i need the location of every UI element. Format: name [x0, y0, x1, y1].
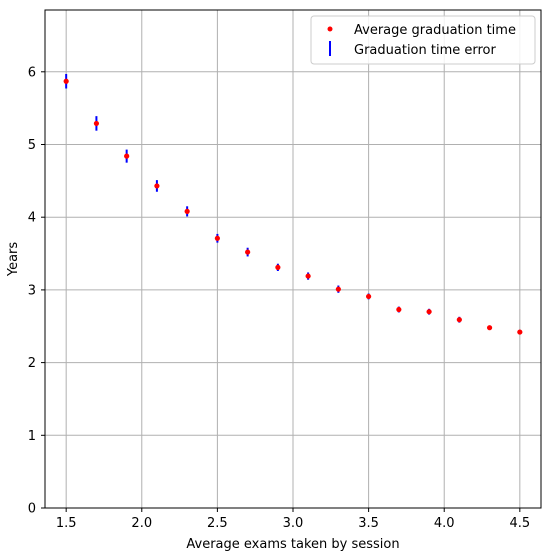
data-point [487, 325, 492, 330]
x-tick-label: 2.0 [131, 516, 152, 531]
x-tick-label: 3.0 [283, 516, 304, 531]
data-point [366, 294, 371, 299]
y-tick-label: 1 [28, 429, 36, 444]
data-point [517, 329, 522, 334]
data-point [336, 287, 341, 292]
data-point [185, 209, 190, 214]
data-point [154, 183, 159, 188]
y-tick-label: 0 [28, 502, 36, 517]
y-tick-label: 5 [28, 138, 36, 153]
data-point [275, 265, 280, 270]
data-point [245, 249, 250, 254]
legend-label-error: Graduation time error [354, 43, 497, 58]
data-point [457, 317, 462, 322]
legend-point-marker [328, 27, 333, 32]
data-point [124, 154, 129, 159]
x-tick-label: 3.5 [358, 516, 379, 531]
data-point [94, 121, 99, 126]
data-point [396, 307, 401, 312]
x-axis-title: Average exams taken by session [186, 537, 399, 552]
legend: Average graduation time Graduation time … [311, 16, 535, 64]
data-point [306, 273, 311, 278]
y-axis-title: Years [6, 242, 21, 278]
data-point [64, 79, 69, 84]
y-tick-label: 2 [28, 356, 36, 371]
data-point [426, 309, 431, 314]
legend-label-average: Average graduation time [354, 23, 516, 38]
y-tick-label: 4 [28, 211, 36, 226]
x-tick-label: 4.5 [509, 516, 530, 531]
x-tick-label: 4.0 [434, 516, 455, 531]
data-point [215, 236, 220, 241]
y-tick-label: 3 [28, 283, 36, 298]
y-tick-label: 6 [28, 65, 36, 80]
x-tick-label: 2.5 [207, 516, 228, 531]
x-tick-label: 1.5 [56, 516, 77, 531]
